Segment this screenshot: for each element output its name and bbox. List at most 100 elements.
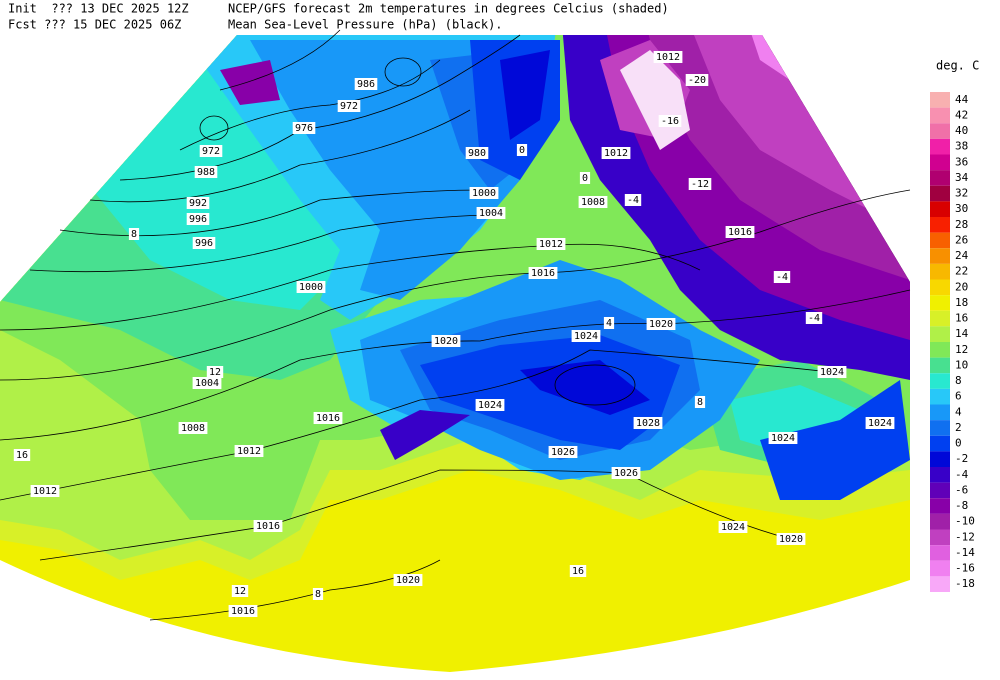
isobar-label-box	[465, 147, 489, 159]
legend-label: -18	[955, 577, 975, 590]
isobar-label-box	[601, 147, 631, 159]
temperature-label-box	[624, 194, 642, 206]
low-center	[199, 115, 229, 141]
temperature-label-box	[685, 74, 709, 86]
isobar-label: 1026	[551, 447, 575, 458]
isobar-label-box	[476, 207, 506, 219]
legend-swatch	[930, 279, 950, 296]
forecast-time: Fcst ??? 15 DEC 2025 06Z	[8, 18, 181, 32]
legend-label: -10	[955, 515, 975, 528]
legend-swatch	[930, 560, 950, 577]
legend-swatch	[930, 373, 950, 389]
legend-swatch	[930, 420, 950, 436]
isobar-label: 988	[197, 167, 215, 178]
legend-swatch	[930, 435, 950, 452]
isobar-label-box	[768, 432, 798, 444]
isobar	[29, 214, 501, 273]
isobar-label: 1016	[531, 268, 555, 279]
isobar-label: 986	[357, 79, 375, 90]
isobar-label-box	[776, 533, 806, 545]
isobar-label: 1024	[478, 400, 502, 411]
legend-label: -2	[955, 452, 968, 465]
temperature-label: 8	[697, 397, 703, 408]
legend-swatch	[930, 295, 950, 311]
legend-label: 4	[955, 405, 962, 418]
legend-label: -4	[955, 468, 969, 481]
legend-swatch	[930, 92, 950, 108]
isobar-label: 1024	[771, 433, 795, 444]
temperature-label: 16	[572, 566, 584, 577]
legend-swatch	[930, 263, 950, 280]
isobar-label-box	[186, 197, 210, 209]
isobar-label: 1012	[237, 446, 261, 457]
legend-swatch	[930, 404, 950, 421]
subtitle: Mean Sea-Level Pressure (hPa) (black).	[228, 18, 503, 32]
temperature-label-box	[603, 317, 615, 329]
isobar-label: 1012	[604, 148, 628, 159]
isobar-label-box	[178, 422, 208, 434]
temperature-label-box	[13, 449, 31, 461]
isobar-label: 1012	[539, 239, 563, 250]
legend-label: 36	[955, 155, 968, 168]
legend-label: 28	[955, 218, 968, 231]
isobar-label: 1016	[316, 413, 340, 424]
legend-label: 2	[955, 421, 962, 434]
temperature-label: -4	[627, 195, 639, 206]
legend-label: 10	[955, 358, 968, 371]
isobar-label-box	[536, 238, 566, 250]
legend-swatch	[930, 310, 950, 327]
legend-label: 44	[955, 93, 969, 106]
isobar-label-box	[469, 187, 499, 199]
isobar-label-box	[393, 574, 423, 586]
isobar-label-box	[865, 417, 895, 429]
isobar-label-box	[292, 122, 316, 134]
legend-label: 26	[955, 233, 968, 246]
isobar-label: 1020	[779, 534, 803, 545]
legend-swatch	[930, 388, 950, 405]
isobar-label-box	[528, 267, 558, 279]
temperature-label-box	[206, 366, 224, 378]
isobar-label: 1016	[231, 606, 255, 617]
legend-label: 12	[955, 343, 968, 356]
isobar-label-box	[296, 281, 326, 293]
isobar-label: 1024	[820, 367, 844, 378]
isobar-label-box	[192, 237, 216, 249]
isobar-label-box	[718, 521, 748, 533]
temperature-label-box	[658, 115, 682, 127]
high-center	[554, 364, 636, 406]
temperature-label: -4	[808, 313, 820, 324]
legend-swatch	[930, 217, 950, 233]
legend-swatch	[930, 451, 950, 467]
temperature-label-box	[231, 585, 249, 597]
legend-label: -12	[955, 530, 975, 543]
legend-label: 16	[955, 312, 968, 325]
temperature-label-box	[569, 565, 587, 577]
isobar-label: 1012	[33, 486, 57, 497]
isobar-label: 1004	[195, 378, 219, 389]
init-time: Init ??? 13 DEC 2025 12Z	[8, 2, 189, 16]
isobar-label: 980	[468, 148, 486, 159]
temperature-label: 8	[131, 229, 137, 240]
temperature-label: 0	[582, 173, 588, 184]
temperature-label: 12	[209, 367, 221, 378]
temperature-label-box	[128, 228, 140, 240]
legend-label: 22	[955, 265, 968, 278]
temperature-label: 4	[606, 318, 612, 329]
temperature-label: 16	[16, 450, 28, 461]
legend-swatch	[930, 170, 950, 186]
legend-swatch	[930, 201, 950, 217]
legend-swatch	[930, 467, 950, 483]
isobar-label: 1012	[656, 52, 680, 63]
legend-label: 38	[955, 140, 968, 153]
isobar-label: 1016	[728, 227, 752, 238]
temperature-label: 0	[519, 145, 525, 156]
temperature-label-box	[688, 178, 712, 190]
temperature-label-box	[694, 396, 706, 408]
isobar-label: 1020	[649, 319, 673, 330]
isobar-label-box	[337, 100, 361, 112]
legend-label: -14	[955, 546, 975, 559]
isobar	[89, 109, 471, 203]
legend-label: 20	[955, 280, 968, 293]
